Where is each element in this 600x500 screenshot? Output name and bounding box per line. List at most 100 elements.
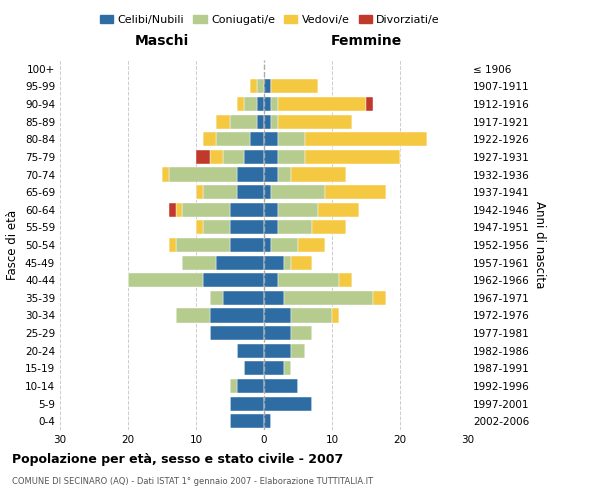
- Bar: [209, 308, 264, 322]
- Bar: [319, 202, 359, 217]
- Bar: [230, 202, 264, 217]
- Bar: [264, 414, 271, 428]
- Bar: [264, 150, 278, 164]
- Bar: [332, 308, 339, 322]
- Bar: [264, 291, 284, 305]
- Bar: [217, 256, 264, 270]
- Bar: [230, 238, 264, 252]
- Bar: [237, 379, 264, 393]
- Bar: [223, 291, 264, 305]
- Bar: [339, 273, 352, 287]
- Bar: [264, 396, 311, 410]
- Bar: [257, 80, 264, 94]
- Bar: [244, 150, 264, 164]
- Bar: [230, 220, 264, 234]
- Bar: [278, 168, 291, 181]
- Y-axis label: Anni di nascita: Anni di nascita: [533, 202, 546, 288]
- Bar: [264, 326, 291, 340]
- Bar: [250, 80, 257, 94]
- Bar: [230, 396, 264, 410]
- Bar: [311, 220, 346, 234]
- Bar: [298, 238, 325, 252]
- Bar: [284, 256, 291, 270]
- Legend: Celibi/Nubili, Coniugati/e, Vedovi/e, Divorziati/e: Celibi/Nubili, Coniugati/e, Vedovi/e, Di…: [95, 10, 445, 29]
- Bar: [325, 185, 386, 199]
- Bar: [162, 168, 169, 181]
- Bar: [264, 256, 284, 270]
- Bar: [203, 220, 230, 234]
- Bar: [278, 114, 352, 128]
- Text: Maschi: Maschi: [135, 34, 189, 48]
- Text: Femmine: Femmine: [331, 34, 401, 48]
- Bar: [264, 132, 278, 146]
- Bar: [264, 379, 298, 393]
- Bar: [271, 185, 325, 199]
- Bar: [278, 273, 339, 287]
- Bar: [203, 132, 217, 146]
- Bar: [176, 238, 230, 252]
- Bar: [237, 344, 264, 358]
- Bar: [203, 273, 264, 287]
- Bar: [264, 202, 278, 217]
- Bar: [284, 291, 373, 305]
- Bar: [182, 202, 230, 217]
- Bar: [271, 97, 278, 111]
- Bar: [169, 202, 176, 217]
- Bar: [237, 185, 264, 199]
- Bar: [278, 97, 366, 111]
- Bar: [264, 238, 271, 252]
- Bar: [182, 256, 217, 270]
- Bar: [176, 202, 182, 217]
- Bar: [230, 379, 237, 393]
- Bar: [264, 168, 278, 181]
- Bar: [373, 291, 386, 305]
- Bar: [217, 132, 250, 146]
- Bar: [291, 168, 346, 181]
- Bar: [196, 150, 209, 164]
- Bar: [284, 362, 291, 376]
- Bar: [264, 220, 278, 234]
- Bar: [305, 132, 427, 146]
- Bar: [264, 185, 271, 199]
- Bar: [278, 220, 311, 234]
- Bar: [244, 97, 257, 111]
- Bar: [305, 150, 400, 164]
- Bar: [237, 168, 264, 181]
- Bar: [366, 97, 373, 111]
- Bar: [278, 202, 319, 217]
- Bar: [169, 238, 176, 252]
- Y-axis label: Fasce di età: Fasce di età: [7, 210, 19, 280]
- Bar: [237, 97, 244, 111]
- Bar: [128, 273, 203, 287]
- Bar: [264, 114, 271, 128]
- Text: COMUNE DI SECINARO (AQ) - Dati ISTAT 1° gennaio 2007 - Elaborazione TUTTITALIA.I: COMUNE DI SECINARO (AQ) - Dati ISTAT 1° …: [12, 478, 373, 486]
- Bar: [291, 308, 332, 322]
- Bar: [291, 326, 311, 340]
- Bar: [278, 132, 305, 146]
- Bar: [196, 185, 203, 199]
- Bar: [257, 114, 264, 128]
- Bar: [244, 362, 264, 376]
- Bar: [257, 97, 264, 111]
- Bar: [264, 344, 291, 358]
- Bar: [291, 344, 305, 358]
- Bar: [203, 185, 237, 199]
- Text: Popolazione per età, sesso e stato civile - 2007: Popolazione per età, sesso e stato civil…: [12, 452, 343, 466]
- Bar: [209, 326, 264, 340]
- Bar: [264, 80, 271, 94]
- Bar: [264, 362, 284, 376]
- Bar: [230, 114, 257, 128]
- Bar: [271, 114, 278, 128]
- Bar: [264, 308, 291, 322]
- Bar: [264, 273, 278, 287]
- Bar: [250, 132, 264, 146]
- Bar: [209, 150, 223, 164]
- Bar: [271, 238, 298, 252]
- Bar: [223, 150, 244, 164]
- Bar: [217, 114, 230, 128]
- Bar: [209, 291, 223, 305]
- Bar: [230, 414, 264, 428]
- Bar: [278, 150, 305, 164]
- Bar: [264, 97, 271, 111]
- Bar: [176, 308, 209, 322]
